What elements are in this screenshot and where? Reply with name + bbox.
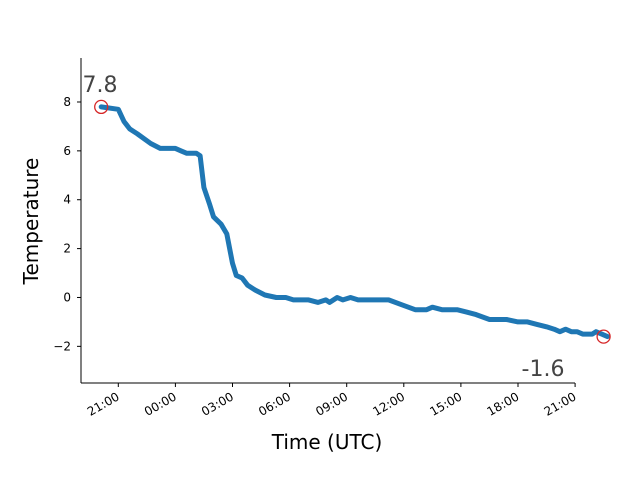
y-tick-label: 4: [63, 193, 71, 207]
x-axis-label: Time (UTC): [271, 430, 383, 454]
x-tick-label: 12:00: [370, 389, 407, 418]
y-tick-label: 6: [63, 144, 71, 158]
x-tick-label: 21:00: [85, 389, 122, 418]
temperature-line: [98, 104, 610, 340]
end-value-label: -1.6: [522, 357, 565, 382]
x-tick-label: 03:00: [199, 389, 236, 418]
y-axis-label: Temperature: [19, 158, 43, 286]
x-tick-label: 21:00: [542, 389, 579, 418]
x-tick-label: 18:00: [485, 389, 522, 418]
x-tick-label: 15:00: [427, 389, 464, 418]
y-ticks: −2 0 2 4 6 8: [53, 95, 81, 353]
y-tick-label: 2: [63, 242, 71, 256]
x-ticks: 21:00 00:00 03:00 06:00 09:00 12:00 15:00 18:00…: [85, 383, 579, 419]
x-tick-label: 00:00: [142, 389, 179, 418]
x-tick-label: 09:00: [313, 389, 350, 418]
y-tick-label: −2: [53, 339, 71, 353]
start-point-marker: [94, 99, 109, 115]
start-value-label: 7.8: [83, 73, 118, 98]
plot-area: [94, 99, 611, 344]
x-tick-label: 06:00: [256, 389, 293, 418]
y-tick-label: 8: [63, 95, 71, 109]
y-tick-label: 0: [63, 290, 71, 304]
end-point-marker: [596, 329, 611, 344]
